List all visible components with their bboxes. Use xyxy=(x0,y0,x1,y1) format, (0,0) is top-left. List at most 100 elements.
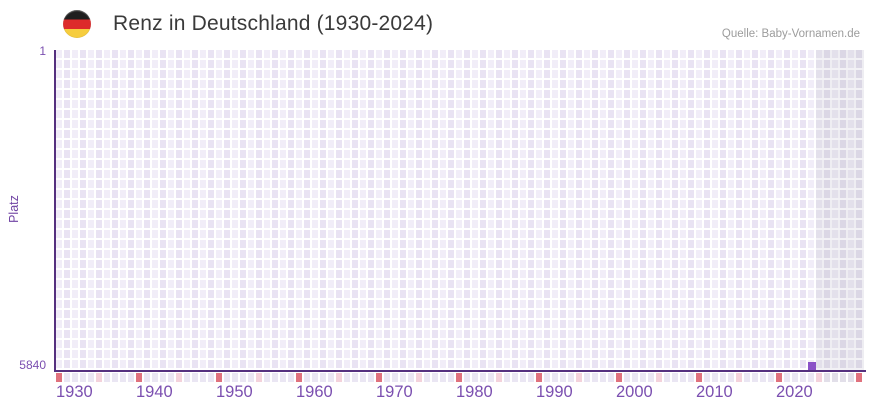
year-tick-cell xyxy=(832,373,838,382)
year-tick-cell xyxy=(280,373,286,382)
plot-area xyxy=(54,50,866,372)
year-tick-cell xyxy=(472,373,478,382)
half-decade-tick-cell xyxy=(176,373,182,382)
year-tick-cell xyxy=(264,373,270,382)
year-tick-cell xyxy=(824,373,830,382)
decade-tick-cell xyxy=(696,373,702,382)
year-tick-cell xyxy=(208,373,214,382)
year-tick-cell xyxy=(320,373,326,382)
year-tick-cell xyxy=(568,373,574,382)
year-tick-cell xyxy=(112,373,118,382)
x-axis-label: 1930 xyxy=(56,383,93,401)
year-tick-cell xyxy=(192,373,198,382)
x-axis-label: 1960 xyxy=(296,383,333,401)
year-tick-cell xyxy=(528,373,534,382)
year-tick-cell xyxy=(488,373,494,382)
year-tick-cell xyxy=(760,373,766,382)
year-tick-cell xyxy=(752,373,758,382)
year-tick-cell xyxy=(128,373,134,382)
year-tick-cell xyxy=(432,373,438,382)
year-tick-cell xyxy=(328,373,334,382)
year-tick-cell xyxy=(848,373,854,382)
x-axis-label: 2000 xyxy=(616,383,653,401)
x-axis-label: 2020 xyxy=(776,383,813,401)
year-tick-cell xyxy=(720,373,726,382)
year-tick-cell xyxy=(768,373,774,382)
decade-tick-cell xyxy=(56,373,62,382)
year-tick-cell xyxy=(408,373,414,382)
year-tick-cell xyxy=(272,373,278,382)
year-tick-cell xyxy=(808,373,814,382)
year-tick-cell xyxy=(744,373,750,382)
year-tick-cell xyxy=(80,373,86,382)
year-tick-cell xyxy=(152,373,158,382)
x-axis-label: 1990 xyxy=(536,383,573,401)
year-tick-cell xyxy=(464,373,470,382)
year-tick-cell xyxy=(104,373,110,382)
year-tick-cell xyxy=(384,373,390,382)
year-tick-cell xyxy=(632,373,638,382)
year-tick-cell xyxy=(440,373,446,382)
decade-tick-cell xyxy=(776,373,782,382)
year-tick-cell xyxy=(688,373,694,382)
year-tick-cell xyxy=(224,373,230,382)
x-axis-tick-strip xyxy=(56,373,868,382)
year-tick-cell xyxy=(240,373,246,382)
half-decade-tick-cell xyxy=(256,373,262,382)
year-tick-cell xyxy=(672,373,678,382)
year-tick-cell xyxy=(728,373,734,382)
y-axis-title: Platz xyxy=(7,195,21,223)
data-bar-2024[interactable] xyxy=(808,362,816,370)
half-decade-tick-cell xyxy=(736,373,742,382)
decade-tick-cell xyxy=(616,373,622,382)
year-tick-cell xyxy=(344,373,350,382)
year-tick-cell xyxy=(800,373,806,382)
year-tick-cell xyxy=(560,373,566,382)
year-tick-cell xyxy=(600,373,606,382)
year-tick-cell xyxy=(624,373,630,382)
half-decade-tick-cell xyxy=(416,373,422,382)
year-tick-cell xyxy=(648,373,654,382)
year-tick-cell xyxy=(232,373,238,382)
year-tick-cell xyxy=(504,373,510,382)
year-tick-cell xyxy=(200,373,206,382)
year-tick-cell xyxy=(88,373,94,382)
year-tick-cell xyxy=(584,373,590,382)
x-axis-label: 1950 xyxy=(216,383,253,401)
chart-title: Renz in Deutschland (1930-2024) xyxy=(113,12,434,35)
year-tick-cell xyxy=(640,373,646,382)
x-axis-label: 2010 xyxy=(696,383,733,401)
year-tick-cell xyxy=(392,373,398,382)
source-credit: Quelle: Baby-Vornamen.de xyxy=(721,28,860,40)
year-tick-cell xyxy=(368,373,374,382)
plot-grid xyxy=(56,50,864,370)
year-tick-cell xyxy=(592,373,598,382)
decade-tick-cell xyxy=(376,373,382,382)
half-decade-tick-cell xyxy=(496,373,502,382)
half-decade-tick-cell xyxy=(336,373,342,382)
x-axis-label: 1980 xyxy=(456,383,493,401)
year-tick-cell xyxy=(160,373,166,382)
year-tick-cell xyxy=(792,373,798,382)
year-tick-cell xyxy=(144,373,150,382)
decade-tick-cell xyxy=(216,373,222,382)
year-tick-cell xyxy=(520,373,526,382)
half-decade-tick-cell xyxy=(576,373,582,382)
year-tick-cell xyxy=(424,373,430,382)
year-tick-cell xyxy=(64,373,70,382)
decade-tick-cell xyxy=(456,373,462,382)
year-tick-cell xyxy=(608,373,614,382)
year-tick-cell xyxy=(184,373,190,382)
x-axis-label: 1940 xyxy=(136,383,173,401)
year-tick-cell xyxy=(312,373,318,382)
year-tick-cell xyxy=(784,373,790,382)
half-decade-tick-cell xyxy=(96,373,102,382)
future-years-zone xyxy=(816,50,864,370)
year-tick-cell xyxy=(360,373,366,382)
decade-tick-cell xyxy=(296,373,302,382)
half-decade-tick-cell xyxy=(656,373,662,382)
year-tick-cell xyxy=(664,373,670,382)
half-decade-tick-cell xyxy=(816,373,822,382)
german-flag-icon xyxy=(63,10,91,38)
year-tick-cell xyxy=(512,373,518,382)
